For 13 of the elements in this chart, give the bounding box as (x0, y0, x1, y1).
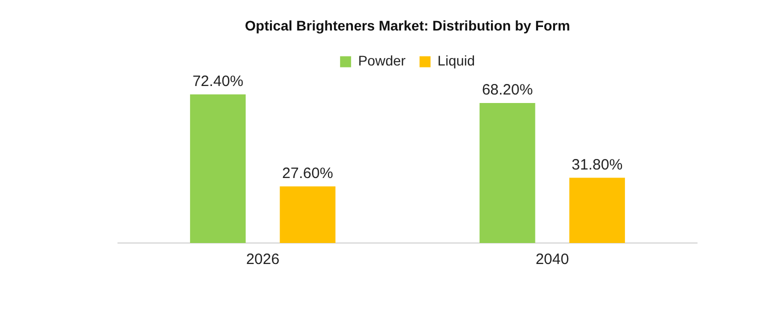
chart-title: Optical Brighteners Market: Distribution by Form (244, 17, 570, 34)
data-label: 68.20% (482, 82, 533, 99)
bar (280, 186, 336, 243)
data-label: 31.80% (572, 156, 623, 174)
bar (569, 178, 625, 243)
bar (190, 94, 246, 243)
legend-label: Liquid (438, 52, 475, 69)
x-tick-label: 2040 (536, 251, 569, 268)
bar (480, 103, 536, 243)
data-label: 27.60% (282, 164, 334, 182)
x-tick-label: 2026 (246, 251, 280, 268)
legend-label: Powder (358, 52, 406, 69)
data-label: 72.40% (192, 73, 244, 90)
